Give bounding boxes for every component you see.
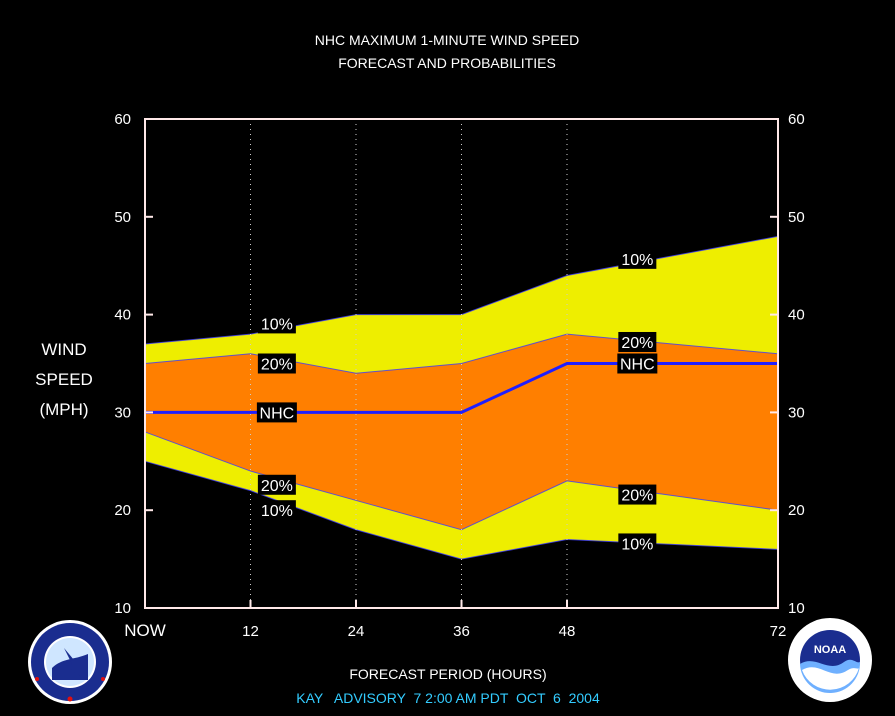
- annotation-box: [618, 248, 657, 269]
- annotation-box: [618, 331, 657, 352]
- y-axis-label-line-2: SPEED: [35, 370, 93, 389]
- annotation-text: 10%: [261, 503, 293, 520]
- annotation-text: NHC: [260, 405, 295, 422]
- noaa-logo-icon: NOAA: [788, 618, 872, 702]
- y-tick-label-left: 50: [114, 209, 131, 226]
- annotation-label: 20%: [618, 331, 657, 352]
- annotation-label: 20%: [618, 484, 657, 505]
- band-20-percent: [145, 334, 778, 530]
- y-axis-label-line-3: (MPH): [39, 400, 88, 419]
- x-axis-label: FORECAST PERIOD (HOURS): [349, 666, 546, 682]
- annotation-text: 10%: [621, 536, 653, 553]
- annotation-box: [257, 500, 296, 521]
- annotation-text: 20%: [621, 488, 653, 505]
- annotation-label: 10%: [618, 533, 657, 554]
- y-tick-label-right: 60: [788, 111, 805, 128]
- annotation-box: [257, 474, 296, 495]
- nhc-forecast-line: [145, 362, 778, 414]
- y-tick-label-right: 10: [788, 600, 805, 617]
- annotation-text: 10%: [621, 252, 653, 269]
- x-tick-label: 72: [770, 623, 787, 640]
- x-tick-label: 12: [242, 623, 259, 640]
- annotation-box: [257, 313, 296, 334]
- x-tick-label: 48: [559, 623, 576, 640]
- chart-title: NHC MAXIMUM 1-MINUTE WIND SPEED: [315, 32, 579, 48]
- noaa-logo-text: NOAA: [814, 644, 846, 656]
- y-tick-label-left: 30: [114, 404, 131, 421]
- y-tick-label-right: 20: [788, 502, 805, 519]
- annotation-label: 10%: [257, 500, 296, 521]
- annotation-box: [256, 402, 297, 423]
- annotation-label: NHC: [256, 402, 297, 423]
- y-tick-label-left: 10: [114, 600, 131, 617]
- annotation-text: 10%: [261, 316, 293, 333]
- annotation-label: NHC: [617, 353, 658, 374]
- annotation-label: 20%: [257, 474, 296, 495]
- annotation-label: 10%: [618, 248, 657, 269]
- annotation-label: 20%: [257, 353, 296, 374]
- annotation-text: 20%: [261, 478, 293, 495]
- annotation-text: NHC: [620, 357, 655, 374]
- y-tick-label-right: 50: [788, 209, 805, 226]
- y-tick-label-right: 40: [788, 307, 805, 324]
- annotation-box: [257, 353, 296, 374]
- y-tick-label-left: 40: [114, 307, 131, 324]
- annotation-text: 20%: [261, 357, 293, 374]
- series-edge-1: [144, 333, 779, 374]
- advisory-line: KAY ADVISORY 7 2:00 AM PDT OCT 6 2004: [296, 690, 600, 706]
- nws-logo-icon: [28, 620, 112, 704]
- annotation-box: [618, 533, 657, 554]
- y-axis-label-line-1: WIND: [41, 340, 86, 359]
- y-tick-label-right: 30: [788, 404, 805, 421]
- y-tick-label-left: 60: [114, 111, 131, 128]
- annotation-box: [618, 484, 657, 505]
- annotation-label: 10%: [257, 313, 296, 334]
- chart-subtitle: FORECAST AND PROBABILITIES: [338, 55, 556, 71]
- annotation-text: 20%: [621, 335, 653, 352]
- x-tick-label: 36: [453, 623, 470, 640]
- x-tick-label: 24: [348, 623, 365, 640]
- annotation-box: [617, 353, 658, 374]
- y-tick-label-left: 20: [114, 502, 131, 519]
- plot-area: 10 10 20 20 30 30 40 40 50 50 60 60 NOW 12 24 36 48 72 10%…: [114, 111, 804, 640]
- x-tick-label: NOW: [124, 621, 166, 640]
